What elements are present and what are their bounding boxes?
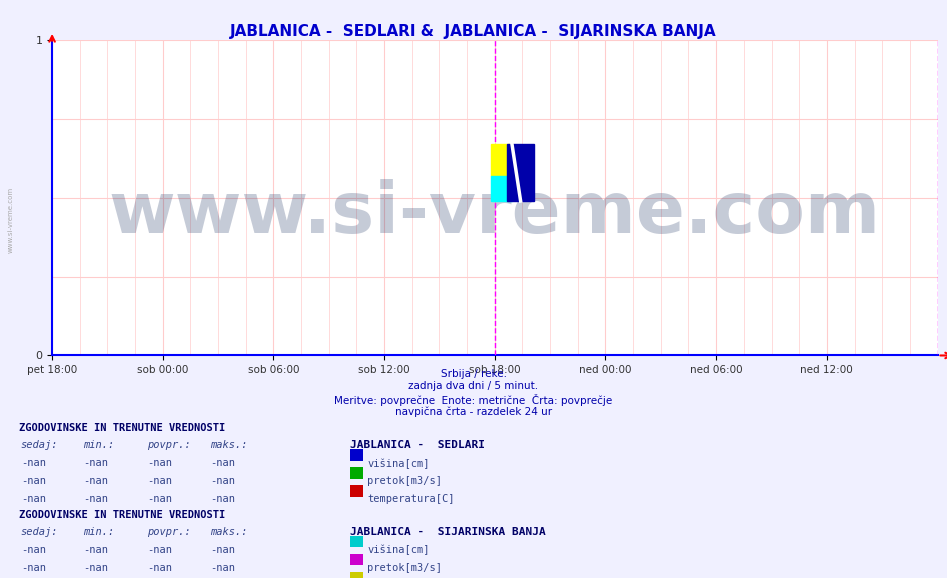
Text: JABLANICA -  SEDLARI &  JABLANICA -  SIJARINSKA BANJA: JABLANICA - SEDLARI & JABLANICA - SIJARI…: [230, 24, 717, 39]
Text: -nan: -nan: [83, 458, 108, 468]
Text: višina[cm]: višina[cm]: [367, 458, 430, 469]
Text: www.si-vreme.com: www.si-vreme.com: [8, 187, 13, 253]
Polygon shape: [491, 176, 512, 201]
Text: -nan: -nan: [147, 545, 171, 555]
Text: -nan: -nan: [210, 563, 235, 573]
Text: zadnja dva dni / 5 minut.: zadnja dva dni / 5 minut.: [408, 381, 539, 391]
Polygon shape: [507, 144, 533, 201]
Text: -nan: -nan: [83, 476, 108, 486]
Text: www.si-vreme.com: www.si-vreme.com: [109, 179, 881, 248]
Text: -nan: -nan: [147, 563, 171, 573]
Text: -nan: -nan: [21, 494, 45, 504]
Text: -nan: -nan: [147, 458, 171, 468]
Text: -nan: -nan: [21, 563, 45, 573]
Text: višina[cm]: višina[cm]: [367, 545, 430, 555]
Text: sedaj:: sedaj:: [21, 440, 59, 450]
Text: navpična črta - razdelek 24 ur: navpična črta - razdelek 24 ur: [395, 407, 552, 417]
Text: -nan: -nan: [210, 476, 235, 486]
Text: -nan: -nan: [83, 545, 108, 555]
Text: -nan: -nan: [83, 494, 108, 504]
Polygon shape: [491, 144, 512, 176]
Text: min.:: min.:: [83, 527, 115, 537]
Text: JABLANICA -  SIJARINSKA BANJA: JABLANICA - SIJARINSKA BANJA: [350, 527, 546, 537]
Text: -nan: -nan: [210, 458, 235, 468]
Text: maks.:: maks.:: [210, 440, 248, 450]
Text: -nan: -nan: [21, 476, 45, 486]
Text: povpr.:: povpr.:: [147, 527, 190, 537]
Text: -nan: -nan: [21, 458, 45, 468]
Text: JABLANICA -  SEDLARI: JABLANICA - SEDLARI: [350, 440, 486, 450]
Text: -nan: -nan: [147, 494, 171, 504]
Text: Meritve: povprečne  Enote: metrične  Črta: povprečje: Meritve: povprečne Enote: metrične Črta:…: [334, 394, 613, 406]
Text: pretok[m3/s]: pretok[m3/s]: [367, 476, 442, 486]
Text: -nan: -nan: [210, 494, 235, 504]
Text: -nan: -nan: [210, 545, 235, 555]
Text: Srbija / reke.: Srbija / reke.: [440, 369, 507, 379]
Text: sedaj:: sedaj:: [21, 527, 59, 537]
Text: ZGODOVINSKE IN TRENUTNE VREDNOSTI: ZGODOVINSKE IN TRENUTNE VREDNOSTI: [19, 423, 225, 433]
Text: povpr.:: povpr.:: [147, 440, 190, 450]
Text: pretok[m3/s]: pretok[m3/s]: [367, 563, 442, 573]
Text: temperatura[C]: temperatura[C]: [367, 494, 455, 504]
Text: ZGODOVINSKE IN TRENUTNE VREDNOSTI: ZGODOVINSKE IN TRENUTNE VREDNOSTI: [19, 510, 225, 520]
Text: -nan: -nan: [21, 545, 45, 555]
Text: -nan: -nan: [83, 563, 108, 573]
Text: maks.:: maks.:: [210, 527, 248, 537]
Text: min.:: min.:: [83, 440, 115, 450]
Text: -nan: -nan: [147, 476, 171, 486]
